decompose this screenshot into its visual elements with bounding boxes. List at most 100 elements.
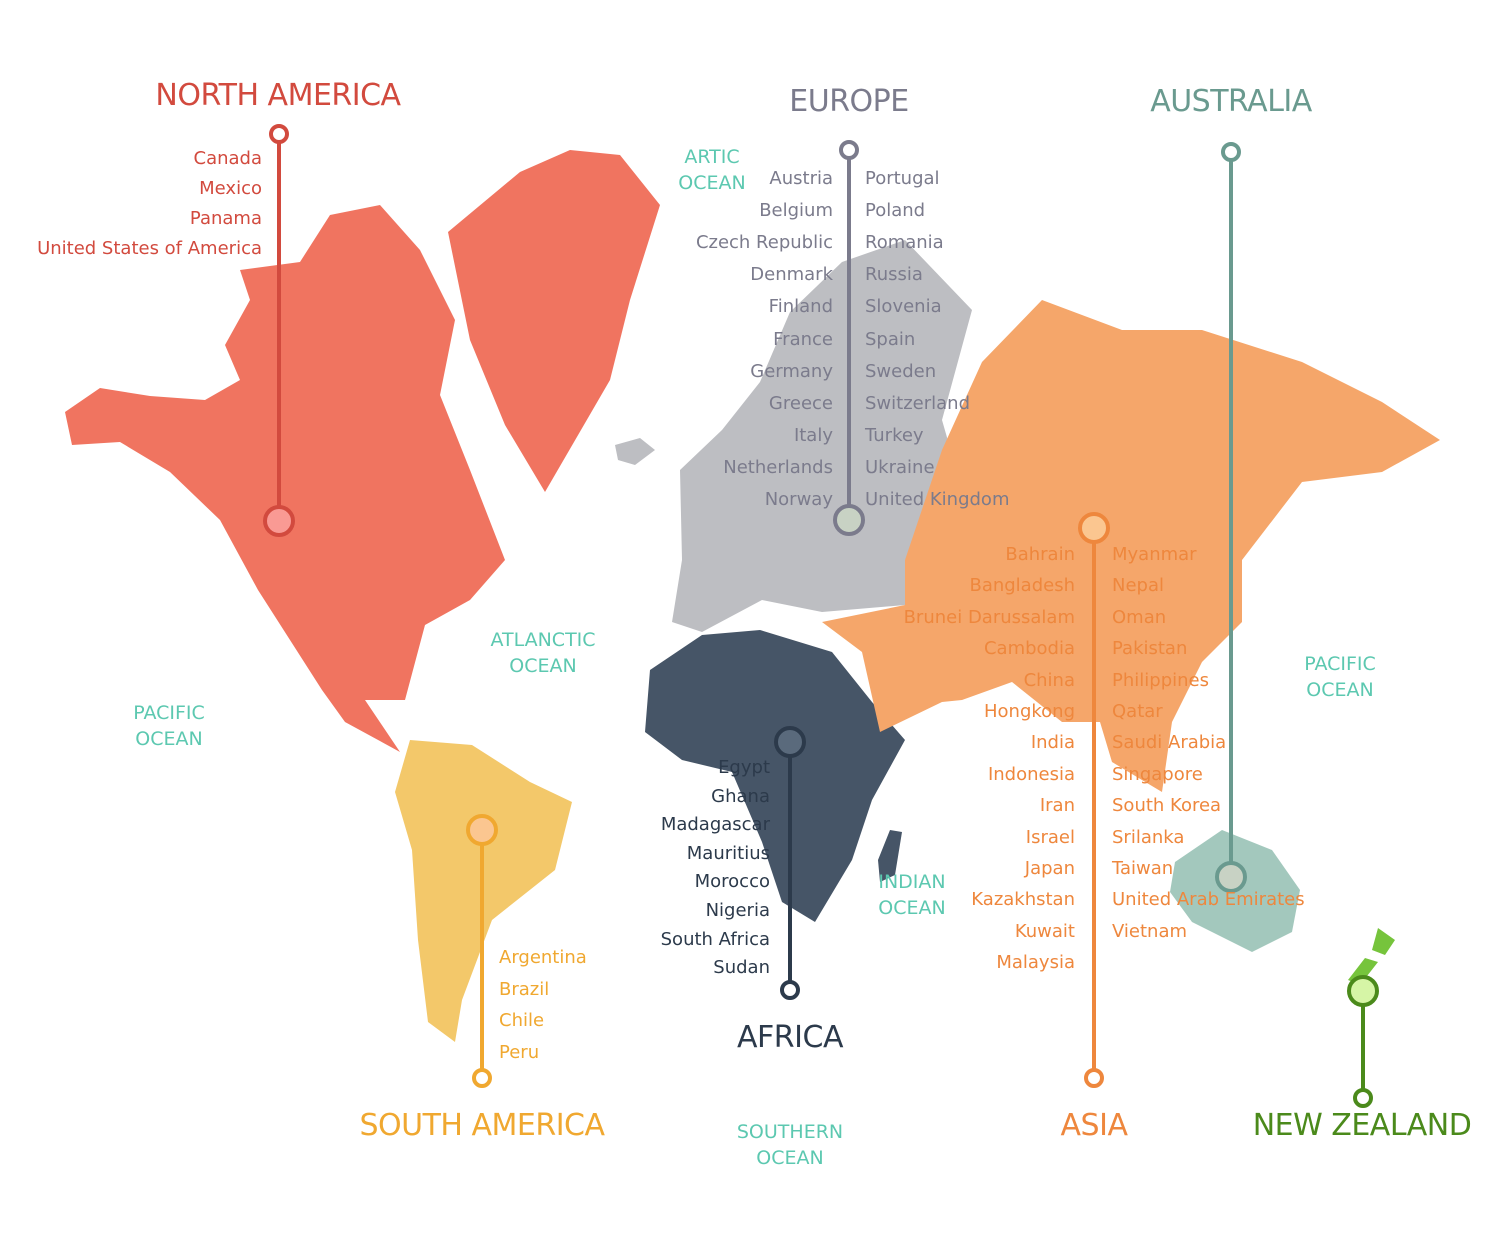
- south-america-title: SOUTH AMERICA: [359, 1108, 605, 1143]
- country-label: Belgium: [759, 200, 833, 222]
- country-label: Chile: [499, 1010, 545, 1032]
- country-label: Nepal: [1112, 575, 1164, 597]
- country-label: Ghana: [711, 785, 770, 807]
- country-label: Sweden: [865, 360, 937, 382]
- pacific-ocean-west-label: PACIFIC OCEAN: [133, 700, 205, 752]
- ocean-label-line: OCEAN: [878, 897, 946, 919]
- country-label: Saudi Arabia: [1112, 732, 1227, 754]
- country-label: Germany: [750, 360, 833, 382]
- country-label: Srilanka: [1112, 826, 1185, 848]
- country-label: Nigeria: [705, 900, 770, 921]
- europe-pin-top: [839, 140, 859, 160]
- country-label: France: [773, 328, 833, 350]
- continent-shapes: [65, 150, 1440, 1042]
- greenland-shape: [448, 150, 660, 492]
- country-label: Switzerland: [865, 392, 970, 414]
- country-label: Finland: [768, 296, 833, 318]
- north-america-shape: [65, 205, 505, 752]
- country-label: Norway: [764, 489, 833, 510]
- country-label: Pakistan: [1112, 638, 1188, 660]
- country-label: Philippines: [1112, 669, 1209, 691]
- country-label: Oman: [1112, 606, 1167, 628]
- country-label: Ukraine: [865, 456, 935, 478]
- country-label: Peru: [499, 1041, 540, 1063]
- country-label: Mauritius: [686, 842, 770, 864]
- africa-shape: [645, 630, 905, 922]
- north-america-pin[interactable]: [263, 505, 295, 537]
- country-label: Russia: [865, 264, 923, 286]
- country-label: Malaysia: [996, 952, 1075, 974]
- europe-shape: [672, 240, 972, 632]
- new-zealand-title: NEW ZEALAND: [1252, 1108, 1472, 1143]
- country-label: Canada: [193, 148, 263, 169]
- country-label: Czech Republic: [695, 232, 833, 254]
- north-america-pin-top: [269, 124, 289, 144]
- ocean-label-line: ATLANCTIC: [490, 629, 596, 651]
- country-label: Indonesia: [987, 763, 1075, 785]
- country-label: Mexico: [199, 178, 262, 199]
- south-america-pin[interactable]: [466, 814, 498, 846]
- country-label: Kazakhstan: [971, 889, 1075, 911]
- country-label: Slovenia: [865, 296, 942, 318]
- country-label: Sudan: [713, 957, 770, 979]
- ocean-label-line: ARTIC: [684, 146, 740, 168]
- africa-title: AFRICA: [737, 1020, 843, 1055]
- country-label: Austria: [769, 168, 833, 189]
- country-label: India: [1030, 732, 1075, 754]
- ocean-label-line: PACIFIC: [133, 702, 205, 724]
- asia-pin-bottom: [1084, 1068, 1104, 1088]
- country-label: Panama: [189, 208, 262, 229]
- country-label: Argentina: [499, 947, 587, 968]
- new-zealand-pin-bottom: [1353, 1088, 1373, 1108]
- ocean-label-line: INDIAN: [878, 871, 946, 893]
- artic-ocean-label: ARTIC OCEAN: [678, 144, 745, 196]
- country-label: United Arab Emirates: [1112, 889, 1305, 911]
- ocean-label-line: PACIFIC: [1304, 653, 1376, 675]
- country-label: Spain: [865, 328, 916, 350]
- iceland-shape: [615, 438, 655, 465]
- ocean-label-line: SOUTHERN: [736, 1121, 844, 1143]
- country-label: Bahrain: [1005, 544, 1075, 565]
- country-label: South Africa: [660, 928, 770, 950]
- country-label: United States of America: [37, 238, 262, 259]
- country-label: Greece: [768, 392, 833, 414]
- australia-title: AUSTRALIA: [1150, 84, 1312, 119]
- australia-pin[interactable]: [1215, 861, 1247, 893]
- australia-pin-top: [1221, 142, 1241, 162]
- europe-pin[interactable]: [833, 504, 865, 536]
- country-label: China: [1023, 669, 1075, 691]
- africa-pin[interactable]: [774, 726, 806, 758]
- country-label: Egypt: [718, 757, 770, 778]
- country-label: Morocco: [694, 871, 770, 893]
- ocean-label-line: OCEAN: [678, 172, 746, 194]
- asia-title: ASIA: [1060, 1108, 1128, 1143]
- country-label: Singapore: [1112, 763, 1203, 785]
- country-label: Portugal: [865, 168, 940, 189]
- country-label: Netherlands: [723, 456, 833, 478]
- country-label: Turkey: [865, 424, 924, 446]
- country-label: Myanmar: [1112, 544, 1197, 565]
- country-label: Israel: [1025, 826, 1075, 848]
- country-label: Iran: [1039, 795, 1075, 817]
- ocean-label-line: OCEAN: [135, 728, 203, 750]
- asia-pin[interactable]: [1078, 512, 1110, 544]
- country-label: Kuwait: [1014, 920, 1075, 942]
- country-label: Italy: [793, 424, 833, 446]
- country-label: Qatar: [1112, 701, 1163, 722]
- region-pins: [263, 124, 1379, 1108]
- madagascar-shape: [878, 830, 902, 882]
- country-label: Japan: [1024, 858, 1075, 879]
- country-label: Vietnam: [1112, 920, 1188, 942]
- country-label: Denmark: [750, 264, 833, 286]
- ocean-label-line: OCEAN: [509, 655, 577, 677]
- indian-ocean-label: INDIAN OCEAN: [878, 869, 945, 921]
- new-zealand-pin[interactable]: [1347, 975, 1379, 1007]
- country-label: Brunei Darussalam: [903, 606, 1075, 628]
- north-america-title: NORTH AMERICA: [155, 78, 401, 113]
- pacific-ocean-east-label: PACIFIC OCEAN: [1304, 651, 1376, 703]
- africa-pin-bottom: [780, 980, 800, 1000]
- country-label: Hongkong: [983, 701, 1075, 722]
- country-label: Cambodia: [983, 638, 1075, 660]
- new-zealand-shape: [1348, 928, 1395, 985]
